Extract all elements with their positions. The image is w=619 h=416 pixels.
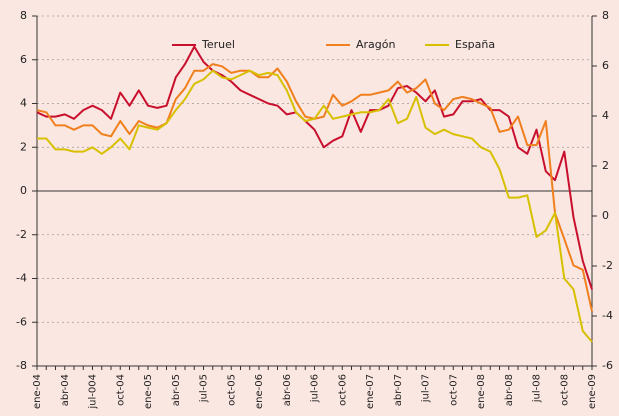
x-tick-label: jul-06 [310,374,321,403]
x-tick-label: ene-05 [143,374,154,409]
y-tick-label: -8 [16,359,27,372]
x-tick-label: abr-05 [171,374,182,406]
y2-tick-label: 4 [602,109,609,122]
x-tick-label: ene-07 [365,374,376,409]
x-tick-label: oct-06 [337,374,348,406]
x-tick-label: oct-07 [448,374,459,406]
x-tick-label: oct-04 [115,374,126,406]
x-tick-label: oct-05 [226,374,237,406]
x-tick-label: oct-08 [559,374,570,406]
legend-label: Teruel [201,38,235,51]
x-tick-label: jul-004 [88,374,99,410]
series-line [36,45,593,290]
y-tick-label: -4 [16,272,27,285]
legend-label: España [455,38,495,51]
y2-tick-label: -4 [602,309,613,322]
x-tick-label: jul-08 [532,374,543,403]
y-tick-label: -2 [16,228,27,241]
x-tick-label: abr-04 [60,374,71,406]
x-tick-label: ene-04 [32,374,43,409]
y2-tick-label: 2 [602,159,609,172]
x-tick-label: abr-08 [504,374,515,406]
x-tick-label: ene-06 [254,374,265,409]
x-tick-label: ene-09 [587,374,598,409]
y-tick-label: 8 [20,9,27,22]
x-tick-label: abr-06 [282,374,293,406]
series-line [37,69,593,343]
series-line [36,63,593,312]
y-tick-label: 4 [20,97,27,110]
x-tick-label: ene-08 [476,374,487,409]
legend-label: Aragón [356,38,396,51]
y-tick-label: 2 [20,140,27,153]
x-tick-label: abr-07 [393,374,404,406]
x-tick-label: jul-07 [421,374,432,403]
y2-tick-label: -2 [602,259,613,272]
y2-tick-label: 6 [602,59,609,72]
y2-tick-label: 8 [602,9,609,22]
x-tick-label: jul-05 [199,374,210,403]
y2-tick-label: -6 [602,359,613,372]
y-tick-label: -6 [16,315,27,328]
y2-tick-label: 0 [602,209,609,222]
y-tick-label: 0 [20,184,27,197]
y-tick-label: 6 [20,53,27,66]
